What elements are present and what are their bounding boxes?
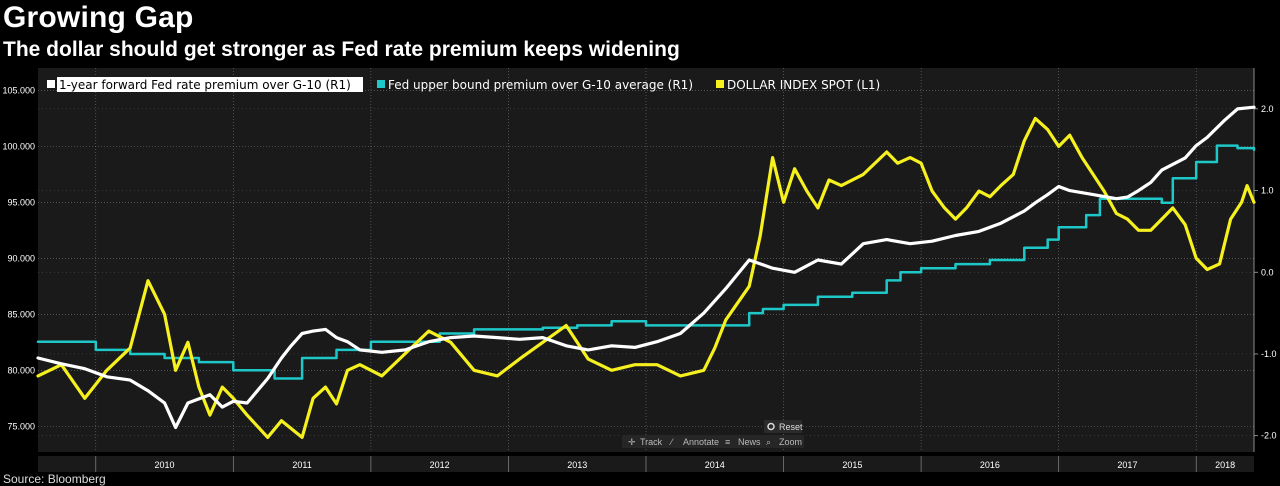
source-footer: Source: Bloomberg bbox=[3, 472, 106, 486]
legend-white-box bbox=[57, 77, 363, 92]
x-tick-label: 2017 bbox=[1117, 460, 1137, 470]
left-tick-label: 75.000 bbox=[7, 421, 35, 431]
track-button[interactable]: ✛ Track bbox=[628, 437, 663, 447]
left-tick-label: 80.000 bbox=[7, 365, 35, 375]
left-axis: 75.000 80.000 85.000 90.000 95.000 100.000 105… bbox=[2, 85, 35, 431]
x-axis: 2010 2011 2012 2013 2014 2015 2016 2017 2018 bbox=[95, 456, 1235, 472]
legend-white-swatch bbox=[47, 80, 55, 88]
legend-yellow-swatch bbox=[716, 80, 724, 88]
reset-button[interactable]: Reset bbox=[764, 420, 803, 433]
right-tick-label: -1.0 bbox=[1261, 349, 1277, 359]
right-tick-label: 2.0 bbox=[1261, 104, 1274, 114]
legend-white-label: 1-year forward Fed rate premium over G-1… bbox=[59, 78, 351, 92]
right-tick-label: -2.0 bbox=[1261, 431, 1277, 441]
legend-cyan-label: Fed upper bound premium over G-10 averag… bbox=[388, 78, 693, 92]
chart-controls: Reset ✛ Track ⁄ Annotate ≡ News ⌕ Zoom bbox=[622, 420, 804, 448]
x-tick-label: 2018 bbox=[1215, 460, 1235, 470]
annotate-label: Annotate bbox=[683, 437, 719, 447]
x-tick-label: 2013 bbox=[567, 460, 587, 470]
x-tick-label: 2011 bbox=[292, 460, 311, 470]
annotate-button[interactable]: ⁄ Annotate bbox=[669, 437, 719, 447]
x-tick-label: 2016 bbox=[980, 460, 1000, 470]
x-tick-label: 2014 bbox=[705, 460, 725, 470]
left-tick-label: 90.000 bbox=[7, 253, 35, 263]
right-tick-label: 0.0 bbox=[1261, 267, 1274, 277]
left-tick-label: 100.000 bbox=[2, 141, 35, 151]
left-tick-label: 95.000 bbox=[7, 197, 35, 207]
track-icon: ✛ bbox=[628, 437, 636, 447]
news-icon: ≡ bbox=[725, 437, 730, 447]
chart-subtitle: The dollar should get stronger as Fed ra… bbox=[3, 38, 680, 61]
right-axis: -2.0 -1.0 0.0 1.0 2.0 bbox=[1253, 68, 1277, 452]
left-tick-label: 85.000 bbox=[7, 309, 35, 319]
left-tick-label: 105.000 bbox=[2, 85, 35, 95]
right-tick-label: 1.0 bbox=[1261, 186, 1274, 196]
zoom-icon: ⌕ bbox=[766, 437, 771, 447]
news-button[interactable]: ≡ News bbox=[725, 437, 761, 447]
cyan-upper-bound-line bbox=[36, 144, 1256, 380]
x-tick-label: 2012 bbox=[430, 460, 450, 470]
white-premium-line bbox=[36, 105, 1256, 430]
news-label: News bbox=[738, 437, 761, 447]
legend-cyan-swatch bbox=[377, 80, 385, 88]
reset-icon bbox=[767, 422, 775, 431]
x-tick-label: 2010 bbox=[155, 460, 175, 470]
annotate-icon: ⁄ bbox=[669, 437, 674, 447]
legend-yellow-label: DOLLAR INDEX SPOT (L1) bbox=[727, 78, 880, 92]
track-label: Track bbox=[640, 437, 663, 447]
chart-title: Growing Gap bbox=[3, 1, 194, 34]
zoom-button[interactable]: ⌕ Zoom bbox=[766, 437, 802, 447]
series-layer bbox=[36, 105, 1256, 439]
zoom-label: Zoom bbox=[779, 437, 802, 447]
x-tick-label: 2015 bbox=[842, 460, 862, 470]
legend: 1-year forward Fed rate premium over G-1… bbox=[47, 77, 880, 92]
gridlines bbox=[38, 68, 1254, 452]
reset-label: Reset bbox=[779, 422, 803, 432]
